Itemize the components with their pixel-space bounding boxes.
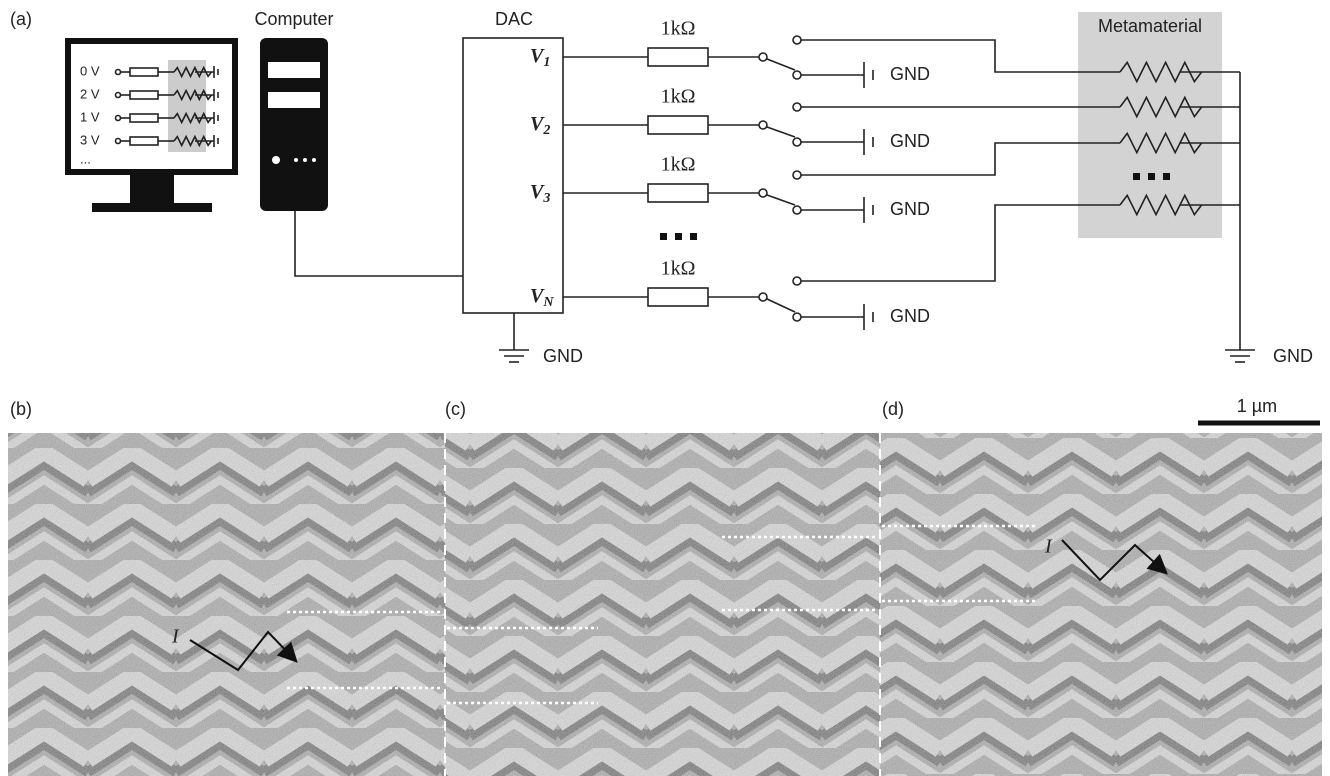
panel-label: (b) (10, 399, 32, 419)
voltage-label: VN (530, 285, 554, 311)
resistor-label: 1kΩ (661, 258, 696, 280)
panel-label: (a) (10, 9, 32, 29)
computer-label: Computer (254, 9, 333, 29)
switch-blade (767, 127, 795, 137)
dac-box (463, 38, 563, 313)
switch-pivot (759, 189, 767, 197)
figure: (a) Computer DAC GND Metamaterial GND 0 … (0, 0, 1330, 776)
current-label: I (1044, 536, 1053, 558)
resistor (648, 288, 708, 306)
panel-label: (d) (882, 399, 904, 419)
switch-contact (793, 171, 801, 179)
ground-label: GND (890, 131, 930, 151)
screen-more: ... (80, 151, 91, 166)
wire (801, 143, 1120, 175)
voltage-label: V3 (530, 181, 550, 207)
wire (801, 205, 1120, 281)
dac-label: DAC (495, 9, 533, 29)
resistor (648, 48, 708, 66)
switch-contact (793, 277, 801, 285)
sem-images: I I 1 µm (b) (c) (d) (8, 396, 1322, 776)
voltage-label: V1 (530, 45, 550, 71)
metamaterial-label: Metamaterial (1098, 16, 1202, 36)
switch-contact (793, 71, 801, 79)
switch-pivot (759, 293, 767, 301)
switch-blade (767, 59, 795, 70)
switch-contact (793, 138, 801, 146)
resistor (648, 184, 708, 202)
ground-label: GND (1273, 346, 1313, 366)
ground-label: GND (543, 346, 583, 366)
switch-pivot (759, 53, 767, 61)
scale-bar-label: 1 µm (1237, 396, 1277, 416)
switch-blade (767, 195, 795, 205)
switch-contact (793, 36, 801, 44)
switch-contact (793, 313, 801, 321)
screen-row-label: 2 V (80, 86, 100, 101)
ground-label: GND (890, 64, 930, 84)
screen-row-label: 3 V (80, 132, 100, 147)
panel-label: (c) (445, 399, 466, 419)
screen-row-label: 0 V (80, 63, 100, 78)
switch-contact (793, 206, 801, 214)
voltage-label: V2 (530, 113, 550, 139)
panel-a: (a) Computer DAC GND Metamaterial GND 0 … (10, 9, 1313, 366)
screen-row-label: 1 V (80, 109, 100, 124)
ground-label: GND (890, 306, 930, 326)
switch-pivot (759, 121, 767, 129)
resistor-label: 1kΩ (661, 86, 696, 108)
switch-contact (793, 103, 801, 111)
wire (801, 40, 1120, 72)
ground-label: GND (890, 199, 930, 219)
resistor (648, 116, 708, 134)
current-label: I (171, 626, 180, 648)
resistor-label: 1kΩ (661, 18, 696, 40)
switch-blade (767, 299, 795, 312)
resistor-label: 1kΩ (661, 154, 696, 176)
